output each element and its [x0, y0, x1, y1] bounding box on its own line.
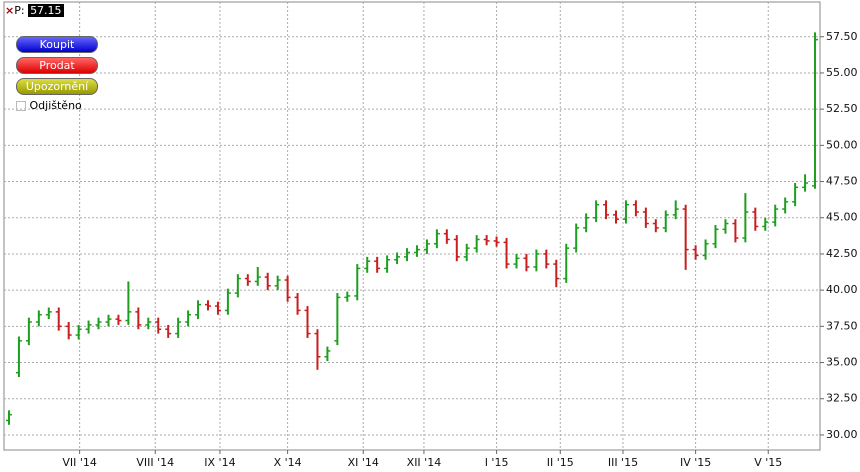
y-tick-label: 50.00 [826, 138, 858, 151]
y-tick-label: 45.00 [826, 211, 858, 224]
y-tick-label: 55.00 [826, 66, 858, 79]
unlock-checkbox[interactable]: Odjištěno [16, 99, 82, 112]
price: 57.15 [28, 4, 64, 17]
sell-button[interactable]: Prodat [16, 57, 98, 74]
y-tick-label: 35.00 [826, 356, 858, 369]
x-tick-label: II '15 [547, 456, 574, 469]
price-box: ×P: 57.15 [5, 4, 64, 17]
plot-frame [3, 1, 821, 451]
x-tick-label: V '15 [754, 456, 782, 469]
x-tick-label: III '15 [608, 456, 638, 469]
checkbox-label: Odjištěno [29, 99, 82, 112]
price-prefix: P: [14, 4, 25, 17]
buy-button[interactable]: Koupit [16, 36, 98, 53]
alert-button[interactable]: Upozornění [16, 78, 98, 95]
y-tick-label: 30.00 [826, 428, 858, 441]
checkbox-box[interactable] [16, 101, 26, 111]
y-tick-label: 37.50 [826, 319, 858, 332]
y-tick-label: 42.50 [826, 247, 858, 260]
close-icon[interactable]: × [5, 4, 15, 17]
x-tick-label: IX '14 [204, 456, 235, 469]
x-tick-label: VII '14 [62, 456, 97, 469]
x-tick-label: XI '14 [348, 456, 379, 469]
x-tick-label: X '14 [274, 456, 302, 469]
y-tick-label: 47.50 [826, 175, 858, 188]
x-tick-label: XII '14 [407, 456, 442, 469]
y-tick-label: 40.00 [826, 283, 858, 296]
y-tick-label: 52.50 [826, 102, 858, 115]
x-tick-label: VIII '14 [136, 456, 174, 469]
x-tick-label: I '15 [485, 456, 509, 469]
y-tick-label: 57.50 [826, 30, 858, 43]
x-tick-label: IV '15 [680, 456, 711, 469]
y-tick-label: 32.50 [826, 392, 858, 405]
